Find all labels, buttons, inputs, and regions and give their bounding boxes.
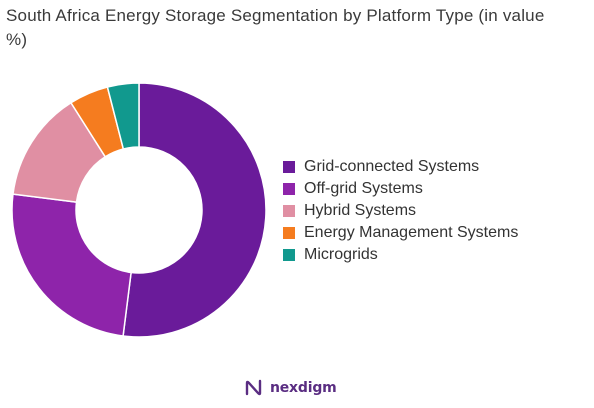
legend-label: Energy Management Systems xyxy=(304,224,519,241)
legend-swatch xyxy=(283,249,295,261)
slice-microgrids xyxy=(106,82,140,150)
legend-item: Microgrids xyxy=(283,244,518,266)
legend-swatch xyxy=(283,227,295,239)
donut-slices xyxy=(11,82,267,338)
legend-swatch xyxy=(283,205,295,217)
chart-title: South Africa Energy Storage Segmentation… xyxy=(6,6,545,49)
slice-grid-connected-systems xyxy=(122,82,267,338)
legend-swatch xyxy=(283,183,295,195)
chart-legend: Grid-connected Systems Off-grid Systems Hy… xyxy=(283,156,518,266)
legend-swatch xyxy=(283,161,295,173)
slice-off-grid-systems xyxy=(11,193,132,337)
legend-label: Grid-connected Systems xyxy=(304,158,480,175)
brand: nexdigm xyxy=(244,378,337,398)
legend-item: Off-grid Systems xyxy=(283,178,518,200)
legend-label: Off-grid Systems xyxy=(304,180,423,197)
legend-item: Grid-connected Systems xyxy=(283,156,518,178)
legend-item: Hybrid Systems xyxy=(283,200,518,222)
nexdigm-logo-icon xyxy=(245,379,262,396)
legend-label: Microgrids xyxy=(304,246,378,263)
legend-item: Energy Management Systems xyxy=(283,222,518,244)
legend-label: Hybrid Systems xyxy=(304,202,417,219)
brand-name: nexdigm xyxy=(270,380,337,396)
